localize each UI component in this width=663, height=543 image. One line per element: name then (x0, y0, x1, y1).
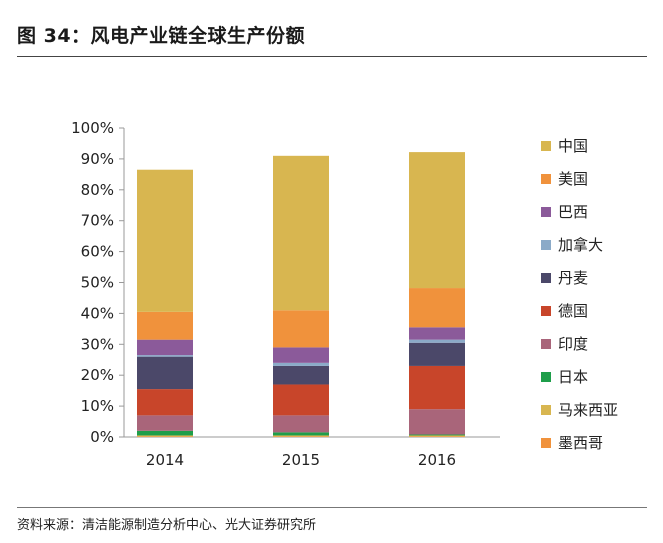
bar-segment (409, 436, 465, 437)
legend-swatch (541, 207, 551, 217)
legend-label: 印度 (558, 335, 588, 353)
bar-segment (137, 430, 193, 436)
bar-segment (409, 409, 465, 435)
y-tick-label: 100% (71, 119, 114, 137)
bar-segment (137, 339, 193, 356)
legend-label: 中国 (558, 137, 588, 155)
source-note: 资料来源：清洁能源制造分析中心、光大证券研究所 (17, 518, 317, 533)
bar-segment (409, 342, 465, 366)
y-tick-label: 60% (81, 243, 114, 261)
legend-label: 德国 (558, 302, 588, 320)
legend-swatch (541, 240, 551, 250)
bar-segment (273, 362, 329, 366)
bar-segment (137, 311, 193, 340)
y-tick-label: 10% (81, 397, 114, 415)
bar-segment (273, 310, 329, 348)
bar-segment (409, 152, 465, 289)
bar-segment (409, 434, 465, 436)
y-tick-label: 40% (81, 304, 114, 322)
legend-swatch (541, 273, 551, 283)
bar-segment (409, 288, 465, 328)
bar-segment (409, 339, 465, 343)
bar-segment (137, 436, 193, 437)
bar-segment (273, 435, 329, 437)
bar-segment (273, 432, 329, 436)
y-tick-label: 90% (81, 150, 114, 168)
legend-label: 加拿大 (558, 236, 603, 254)
legend-label: 巴西 (558, 203, 588, 221)
y-tick-label: 70% (81, 212, 114, 230)
figure-title: 图 34：风电产业链全球生产份额 (17, 25, 306, 47)
legend-label: 丹麦 (558, 269, 588, 287)
bar-segment (137, 169, 193, 312)
bar-segment (137, 356, 193, 390)
legend-swatch (541, 438, 551, 448)
y-tick-label: 0% (90, 428, 114, 446)
bar-segment (273, 155, 329, 311)
x-tick-label: 2014 (146, 451, 184, 469)
legend-swatch (541, 306, 551, 316)
x-tick-label: 2015 (282, 451, 320, 469)
bar-segment (273, 365, 329, 385)
y-tick-label: 20% (81, 366, 114, 384)
legend-swatch (541, 372, 551, 382)
legend-swatch (541, 405, 551, 415)
title-rule (17, 56, 647, 57)
bar-segment (409, 435, 465, 437)
bar-segment (137, 415, 193, 431)
legend-label: 日本 (558, 368, 588, 386)
legend-label: 马来西亚 (558, 401, 618, 419)
bar-segment (273, 415, 329, 433)
y-tick-label: 30% (81, 335, 114, 353)
bar-segment (273, 347, 329, 363)
bar-segment (409, 365, 465, 410)
legend-swatch (541, 339, 551, 349)
x-tick-label: 2016 (418, 451, 456, 469)
stacked-bar-chart: 0% 10% 20% 30% 40% 50% 60% 70% 80% 90% 100% 2014 201… (71, 119, 618, 469)
bar-segment (137, 355, 193, 357)
legend-swatch (541, 141, 551, 151)
y-tick-label: 50% (81, 274, 114, 292)
bar-segment (409, 327, 465, 340)
legend-swatch (541, 174, 551, 184)
bar-segment (137, 389, 193, 416)
bar-segment (273, 436, 329, 437)
legend-label: 美国 (558, 170, 588, 188)
legend-label: 墨西哥 (558, 434, 603, 452)
bar-segment (273, 384, 329, 416)
source-rule (17, 507, 647, 508)
bar-segment (137, 435, 193, 437)
y-tick-label: 80% (81, 181, 114, 199)
